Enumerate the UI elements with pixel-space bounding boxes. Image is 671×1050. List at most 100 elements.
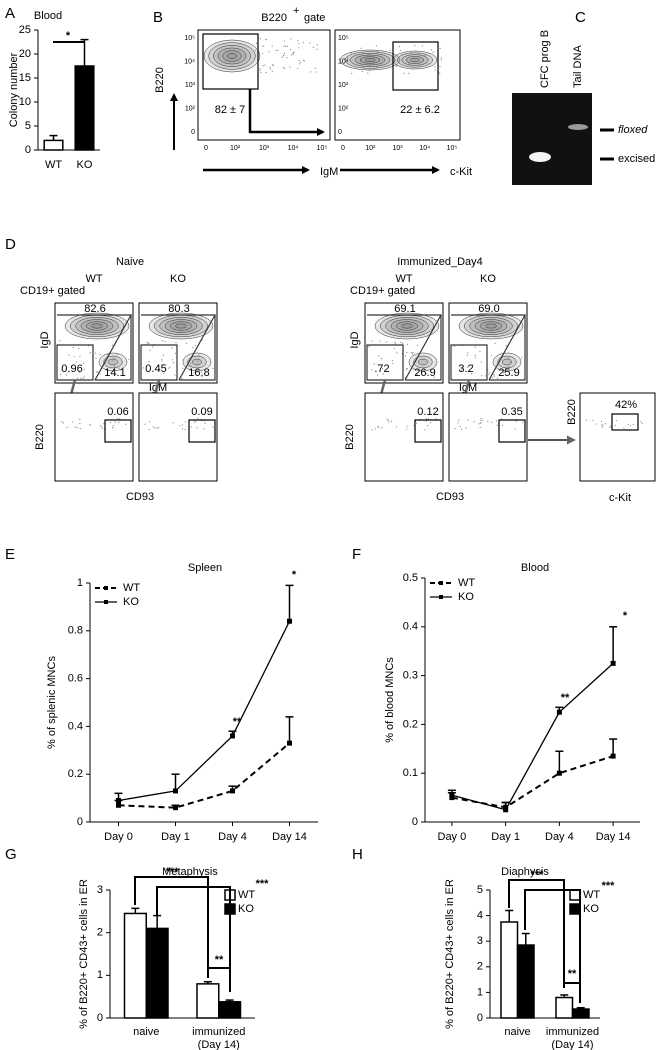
event-dot bbox=[427, 418, 430, 420]
y-tick-label: 3 bbox=[477, 935, 483, 947]
event-dot bbox=[466, 354, 469, 356]
event-dot bbox=[380, 63, 382, 65]
event-dot bbox=[89, 352, 91, 354]
event-dot bbox=[412, 68, 414, 70]
event-dot bbox=[372, 61, 374, 63]
event-dot bbox=[114, 421, 116, 423]
marker bbox=[116, 797, 121, 803]
event-dot bbox=[298, 63, 301, 65]
density-contour bbox=[164, 319, 198, 333]
event-dot bbox=[392, 362, 394, 365]
legend-label: KO bbox=[123, 596, 139, 608]
gate-value: 25.9 bbox=[498, 367, 519, 379]
event-dot bbox=[439, 65, 441, 68]
event-dot bbox=[389, 49, 391, 51]
gate bbox=[450, 314, 527, 381]
x-tick-label: naive bbox=[504, 1026, 530, 1038]
event-dot bbox=[314, 67, 316, 69]
density-contour bbox=[374, 312, 440, 340]
density-contour bbox=[354, 54, 386, 66]
gel-band bbox=[568, 124, 588, 130]
density-contour bbox=[469, 317, 513, 335]
event-dot bbox=[434, 66, 436, 68]
event-dot bbox=[79, 355, 81, 357]
event-dot bbox=[410, 352, 412, 354]
event-dot bbox=[112, 344, 114, 346]
x-tick-label: 10² bbox=[365, 145, 376, 152]
event-dot bbox=[284, 45, 287, 47]
bar bbox=[500, 921, 519, 1019]
event-dot bbox=[61, 421, 63, 423]
event-dot bbox=[406, 351, 408, 354]
event-dot bbox=[426, 62, 428, 64]
bar bbox=[74, 65, 95, 151]
event-dot bbox=[175, 342, 177, 344]
legend-label: KO bbox=[458, 591, 474, 603]
event-dot bbox=[109, 421, 112, 424]
event-dot bbox=[154, 427, 156, 429]
event-dot bbox=[487, 420, 489, 422]
x-tick-label: 10⁴ bbox=[288, 145, 299, 152]
column-title: WT bbox=[395, 273, 412, 285]
event-dot bbox=[380, 357, 383, 360]
event-dot bbox=[254, 49, 257, 52]
event-dot bbox=[346, 55, 349, 58]
lane-label: CFC prog B bbox=[539, 30, 551, 88]
event-dot bbox=[289, 48, 292, 51]
event-dot bbox=[83, 368, 86, 371]
density-contour bbox=[213, 45, 251, 67]
y-tick-label: 1 bbox=[77, 577, 83, 589]
gate-value: 0.12 bbox=[417, 406, 438, 418]
gate bbox=[392, 41, 439, 91]
event-dot bbox=[185, 342, 188, 344]
event-dot bbox=[79, 428, 81, 430]
gel-band bbox=[529, 152, 551, 162]
event-dot bbox=[480, 361, 482, 363]
event-dot bbox=[480, 417, 482, 420]
event-dot bbox=[282, 54, 285, 56]
event-dot bbox=[95, 371, 97, 373]
event-dot bbox=[171, 347, 173, 349]
event-dot bbox=[300, 61, 302, 64]
event-dot bbox=[315, 71, 317, 73]
event-dot bbox=[453, 345, 456, 347]
event-dot bbox=[162, 354, 164, 356]
gate-value: 69.1 bbox=[394, 303, 415, 315]
event-dot bbox=[505, 344, 507, 347]
event-dot bbox=[425, 420, 427, 422]
y-tick-label: 0 bbox=[25, 144, 31, 156]
event-dot bbox=[255, 42, 258, 45]
significance-bracket bbox=[134, 876, 209, 978]
event-dot bbox=[128, 359, 130, 361]
event-dot bbox=[432, 51, 434, 53]
event-dot bbox=[430, 49, 432, 51]
x-tick-label: Day 1 bbox=[491, 831, 520, 843]
event-dot bbox=[503, 372, 505, 374]
event-dot bbox=[465, 427, 467, 429]
density-contour bbox=[103, 355, 123, 369]
event-dot bbox=[264, 64, 266, 66]
density-contour bbox=[349, 53, 391, 67]
event-dot bbox=[271, 70, 273, 73]
event-dot bbox=[595, 423, 598, 425]
event-dot bbox=[405, 428, 408, 430]
gate-value: 22 ± 6.2 bbox=[400, 104, 440, 116]
event-dot bbox=[640, 421, 642, 423]
event-dot bbox=[103, 423, 105, 425]
x-axis-label: IgM bbox=[320, 166, 338, 178]
annotation: *** bbox=[602, 880, 616, 892]
y-tick-label: 0 bbox=[97, 1012, 103, 1024]
density-contour bbox=[480, 321, 502, 331]
event-dot bbox=[522, 421, 524, 423]
event-dot bbox=[421, 45, 424, 47]
event-dot bbox=[373, 363, 375, 365]
gate bbox=[188, 419, 216, 443]
event-dot bbox=[350, 52, 352, 54]
event-dot bbox=[79, 418, 81, 420]
x-tick-label: (Day 14) bbox=[551, 1039, 593, 1050]
event-dot bbox=[507, 357, 509, 359]
event-dot bbox=[360, 47, 362, 49]
marker bbox=[173, 788, 178, 794]
event-dot bbox=[417, 52, 419, 54]
event-dot bbox=[377, 364, 379, 366]
